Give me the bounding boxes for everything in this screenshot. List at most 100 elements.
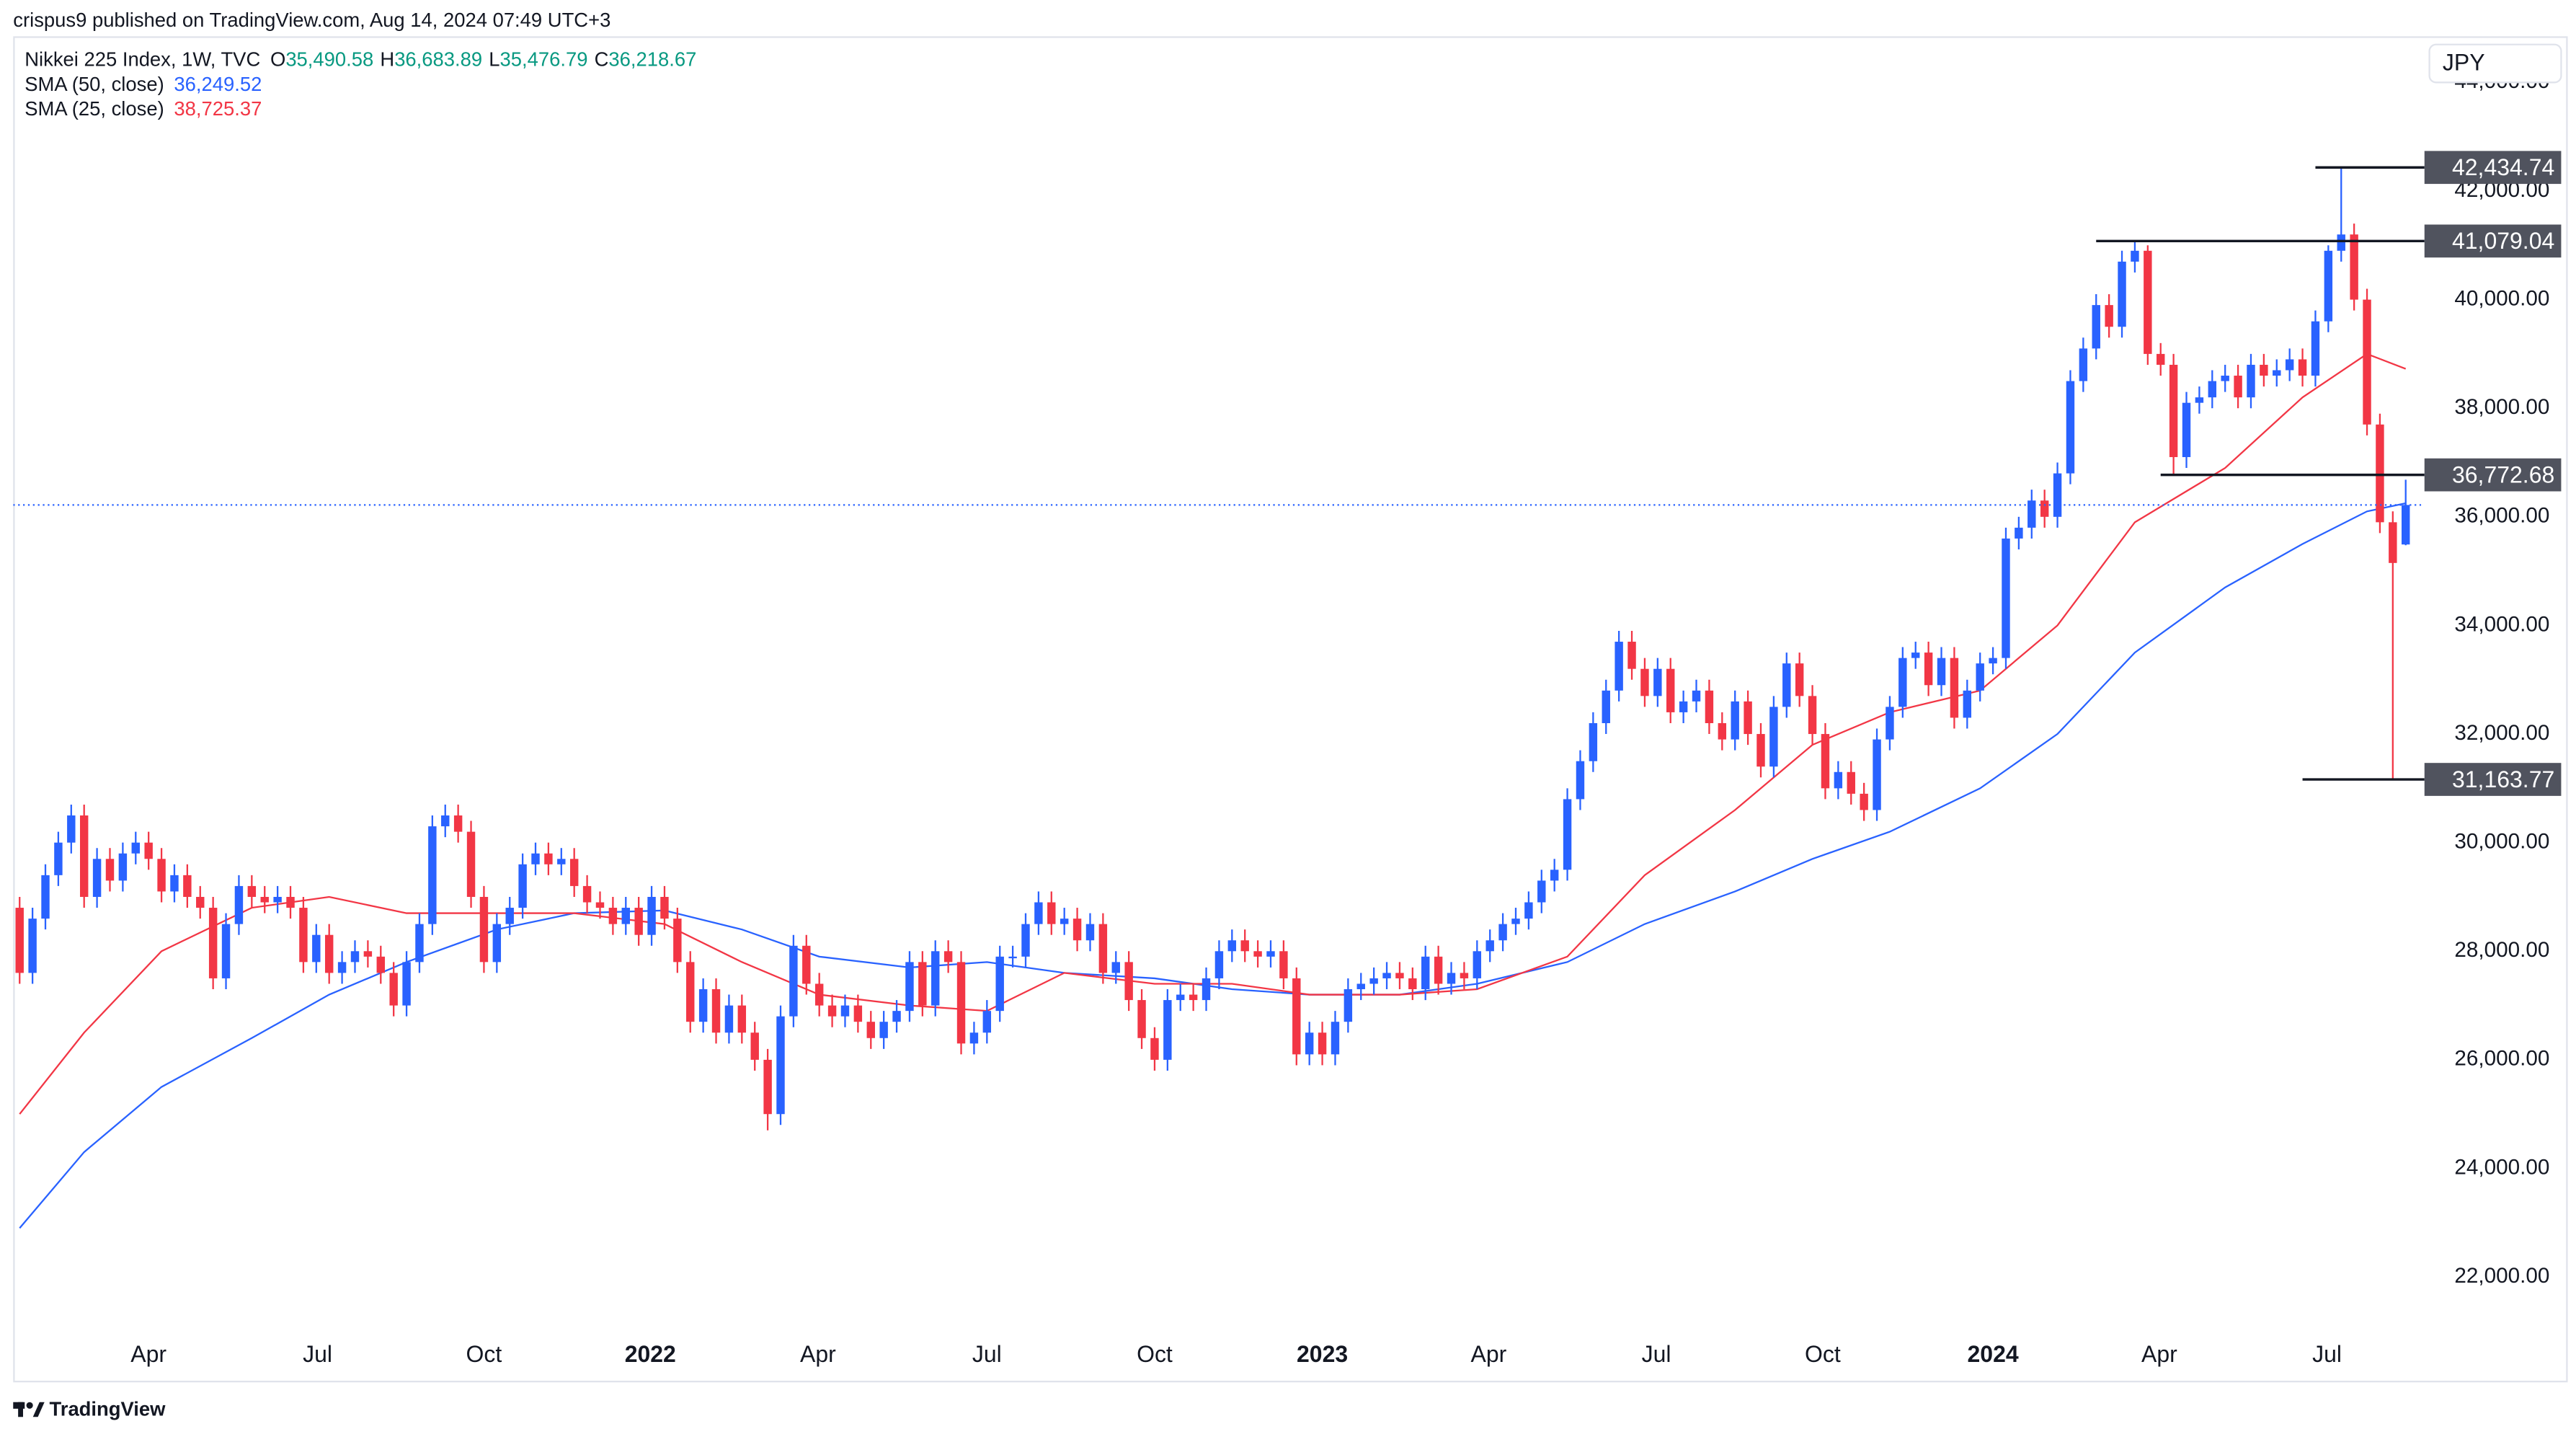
candle-body <box>1511 919 1520 924</box>
candle-body <box>1744 701 1752 735</box>
legend-title: Nikkei 225 Index, 1W, TVC <box>25 48 260 71</box>
logo-stem <box>18 1402 23 1417</box>
candle-body <box>1279 951 1288 978</box>
level-label-box <box>2424 151 2562 185</box>
candle-body <box>118 853 128 881</box>
candle-body <box>324 934 334 973</box>
candle-body <box>2040 500 2049 517</box>
candle-body <box>1756 734 1765 767</box>
candle-body <box>853 1005 863 1022</box>
level-label-box <box>2424 224 2562 258</box>
candle-body <box>376 956 385 973</box>
candle-body <box>79 815 89 897</box>
candle-body <box>273 896 282 903</box>
candle-body <box>1718 722 1727 740</box>
legend-value: 35,476.79 <box>500 48 588 71</box>
level-label: 31,163.77 <box>2452 766 2554 792</box>
candle-body <box>196 896 205 908</box>
candle-body <box>234 885 244 924</box>
candle-body <box>879 1022 888 1038</box>
candle-body <box>1550 870 1559 881</box>
x-tick-label: Jul <box>303 1341 332 1367</box>
candle-body <box>183 875 192 897</box>
candle-body <box>544 853 553 864</box>
candle-body <box>2182 402 2191 457</box>
candle-body <box>2066 381 2075 474</box>
candle-body <box>1615 642 1623 691</box>
legend-value: 36,249.52 <box>174 73 262 95</box>
candle-body <box>1692 690 1701 702</box>
x-tick-label: Jul <box>1642 1341 1671 1367</box>
candle-body <box>2234 376 2242 398</box>
candle-body <box>1976 663 1984 691</box>
candle-body <box>1150 1038 1159 1060</box>
currency-box[interactable] <box>2428 43 2562 84</box>
y-tick-label: 38,000.00 <box>2454 395 2549 419</box>
candle-body <box>1060 919 1069 924</box>
candle-body <box>2376 424 2384 523</box>
candle-body <box>453 815 463 832</box>
candle-body <box>1318 1032 1327 1055</box>
candle-body <box>1524 902 1533 919</box>
candle-body <box>505 908 514 924</box>
chart-frame <box>13 36 2568 1383</box>
candle-body <box>402 962 411 1006</box>
candle-body <box>1214 951 1224 978</box>
candle-body <box>1937 658 1946 686</box>
x-tick-label: Oct <box>466 1341 502 1367</box>
candle-body <box>1163 1000 1172 1060</box>
candle-body <box>582 885 592 903</box>
candle-body <box>157 859 166 892</box>
candle-body <box>1563 799 1572 870</box>
candle-body <box>1047 902 1056 924</box>
candle-body <box>1072 919 1082 941</box>
currency-button[interactable]: JPY <box>2428 43 2562 84</box>
x-tick-label: Apr <box>800 1341 836 1367</box>
legend-key: C <box>595 48 609 71</box>
candle-body <box>2273 370 2281 376</box>
candle-body <box>144 842 153 859</box>
candle-body <box>569 859 579 886</box>
candle-body <box>660 896 669 919</box>
x-tick-label: Oct <box>1137 1341 1173 1367</box>
level-label-box <box>2424 763 2562 796</box>
candle-body <box>2028 500 2036 528</box>
candle-body <box>608 908 618 924</box>
candle-body <box>1485 940 1494 952</box>
candle-body <box>1253 951 1262 957</box>
candle-body <box>1898 658 1907 707</box>
candle-body <box>221 924 231 978</box>
candle-body <box>686 962 695 1022</box>
candle-body <box>1085 924 1095 941</box>
candle-body <box>428 826 437 924</box>
candle-body <box>1782 663 1791 707</box>
candle-body <box>2195 397 2204 403</box>
candle-body <box>776 1016 785 1115</box>
candle-body <box>208 908 218 978</box>
candle-body <box>28 919 37 973</box>
sma-line <box>19 353 2407 1115</box>
candle-body <box>2247 364 2255 398</box>
candle-body <box>1679 701 1688 712</box>
candle-body <box>673 919 682 963</box>
legend-value: 35,490.58 <box>285 48 373 71</box>
candle-body <box>1408 978 1417 990</box>
logo-slash <box>32 1402 45 1417</box>
candle-body <box>1653 668 1662 696</box>
candle-body <box>286 896 295 908</box>
candle-body <box>1369 978 1378 984</box>
legend-value: 36,218.67 <box>608 48 696 71</box>
candle-body <box>2298 359 2307 376</box>
currency-label[interactable]: JPY <box>2443 50 2485 76</box>
candle-body <box>466 831 476 897</box>
y-tick-label: 28,000.00 <box>2454 938 2549 962</box>
candle-body <box>260 896 269 903</box>
candle-body <box>892 1011 901 1022</box>
candle-body <box>2324 250 2333 322</box>
candle-body <box>1473 951 1482 978</box>
candle-body <box>2144 250 2152 354</box>
candle-body <box>1356 983 1365 990</box>
